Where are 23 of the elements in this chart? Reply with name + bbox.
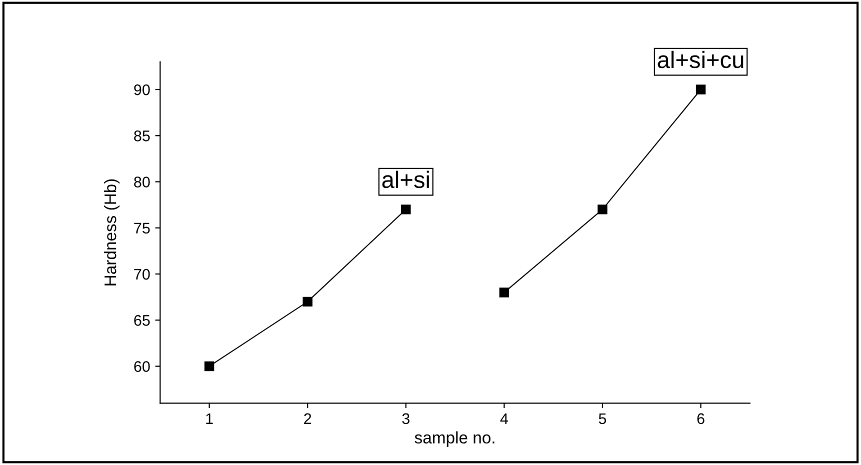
point [499, 288, 510, 298]
x-tick-label: 5 [598, 413, 606, 424]
point [696, 84, 706, 94]
annotation: al+si [382, 170, 429, 188]
y-tick-label: 60 [134, 361, 150, 372]
x-tick-label: 6 [697, 413, 704, 424]
x-axis-title: sample no. [414, 431, 494, 447]
annotation: al+si+cu [658, 50, 744, 68]
y-tick-label: 75 [134, 222, 150, 234]
point [302, 296, 312, 307]
x-tick-label: 3 [402, 413, 410, 424]
x-tick-label: 2 [304, 413, 312, 424]
y-tick-label: 90 [134, 84, 150, 96]
y-tick-label: 85 [134, 130, 150, 142]
point [204, 361, 214, 372]
point [598, 204, 608, 214]
x-tick-label: 4 [500, 413, 508, 424]
x-tick-label: 1 [206, 413, 213, 424]
y-tick-label: 70 [134, 268, 150, 280]
point [401, 204, 411, 214]
y-tick-label: 80 [134, 176, 150, 188]
y-axis-title: Hardness (Hb) [104, 179, 120, 286]
y-tick-label: 65 [134, 315, 150, 326]
